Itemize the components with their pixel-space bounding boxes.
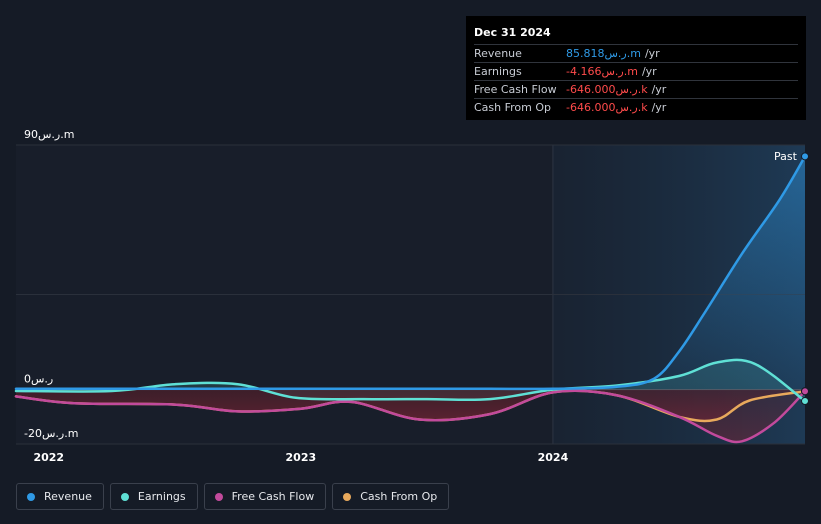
series-area-cash-from-op — [16, 389, 805, 421]
y-tick-label: -20ر.س.m — [24, 427, 78, 440]
legend-item-revenue[interactable]: Revenue — [16, 483, 104, 510]
series-end-point-revenue — [801, 152, 809, 161]
tooltip-value: 85.818ر.س.m — [566, 47, 641, 60]
x-tick-label: 2022 — [33, 451, 64, 464]
legend-item-cash-from-op[interactable]: Cash From Op — [332, 483, 450, 510]
tooltip-label: Free Cash Flow — [474, 83, 557, 96]
tooltip-unit: /yr — [641, 65, 657, 78]
series-line-free-cash-flow — [14, 389, 807, 444]
tooltip-row-earnings: Earnings -4.166ر.س.m /yr — [474, 62, 798, 80]
past-label: Past — [774, 150, 798, 163]
x-tick-label: 2023 — [286, 451, 317, 464]
tooltip-value: -4.166ر.س.m — [566, 65, 638, 78]
y-tick-label: 0ر.س — [24, 373, 53, 386]
series-line-earnings — [14, 358, 807, 403]
tooltip-unit: /yr — [644, 47, 660, 60]
tooltip-label: Cash From Op — [474, 101, 552, 114]
tooltip-value: -646.000ر.س.k — [566, 101, 648, 114]
legend-label: Earnings — [137, 490, 186, 503]
tooltip-date: Dec 31 2024 — [474, 26, 551, 39]
legend-label: Free Cash Flow — [231, 490, 315, 503]
legend-dot-icon — [27, 492, 35, 501]
tooltip-label: Revenue — [474, 47, 522, 60]
y-tick-label: 90ر.س.m — [24, 128, 74, 141]
x-tick-label: 2024 — [538, 451, 569, 464]
tooltip-label: Earnings — [474, 65, 522, 78]
series-end-point-free-cash-flow — [801, 387, 809, 396]
legend-label: Cash From Op — [360, 490, 438, 503]
tooltip-unit: /yr — [651, 101, 667, 114]
tooltip-unit: /yr — [651, 83, 667, 96]
legend-item-free-cash-flow[interactable]: Free Cash Flow — [203, 483, 327, 510]
tooltip-row-revenue: Revenue 85.818ر.س.m /yr — [474, 44, 798, 62]
legend-label: Revenue — [44, 490, 92, 503]
legend-dot-icon — [343, 492, 352, 501]
legend: Revenue Earnings Free Cash Flow Cash Fro… — [16, 483, 450, 510]
tooltip-row-fcf: Free Cash Flow -646.000ر.س.k /yr — [474, 80, 798, 98]
tooltip-panel: Dec 31 2024 Revenue 85.818ر.س.m /yr Earn… — [466, 16, 806, 120]
series-end-point-earnings — [801, 397, 809, 406]
legend-item-earnings[interactable]: Earnings — [109, 483, 198, 510]
legend-dot-icon — [214, 492, 223, 501]
legend-dot-icon — [120, 492, 129, 501]
tooltip-row-cfo: Cash From Op -646.000ر.س.k /yr — [474, 98, 798, 116]
series-line-revenue — [14, 155, 807, 391]
series-area-revenue — [16, 156, 805, 390]
tooltip-value: -646.000ر.س.k — [566, 83, 648, 96]
